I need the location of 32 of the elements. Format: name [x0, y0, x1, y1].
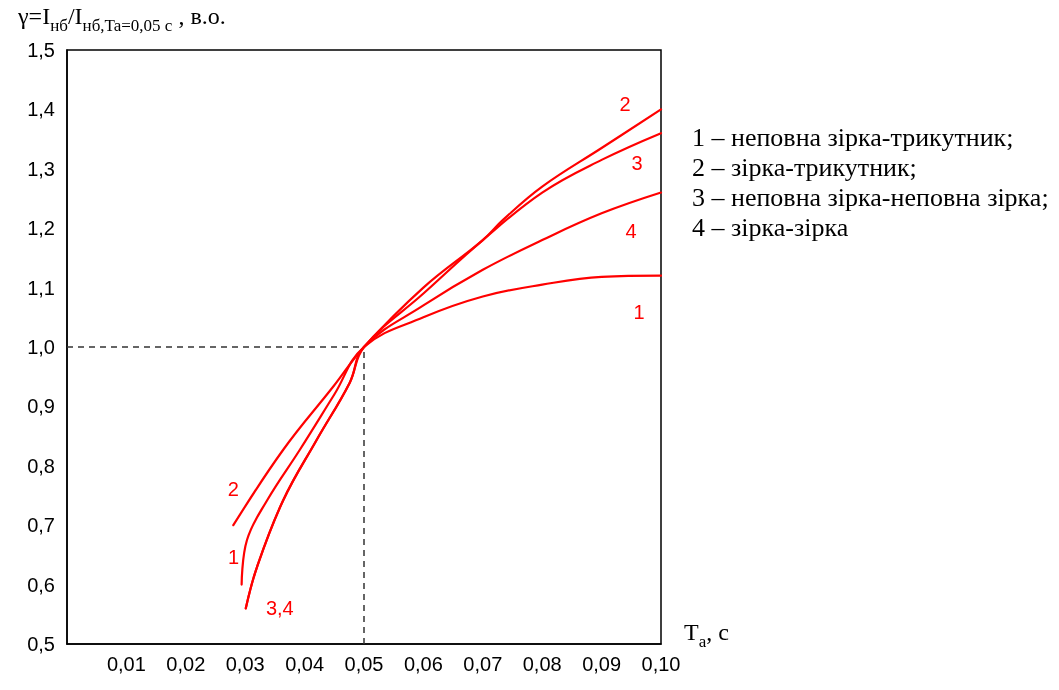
text: 1 – неповна зірка-трикутник;: [692, 122, 1014, 152]
annotation: 2: [227, 478, 239, 501]
y-tick-label: 1,0: [27, 336, 55, 358]
x-tick-label: 0,01: [106, 653, 146, 675]
y-tick-label: 0,7: [27, 514, 55, 537]
y-tick-label: 0,8: [27, 454, 55, 477]
y-tick-label: 0,6: [27, 573, 55, 596]
y-tick-label: 0,9: [27, 395, 55, 418]
x-tick-label: 0,02: [166, 653, 206, 675]
x-tick-label: 0,09: [582, 653, 622, 675]
x-tick-label: 0,03: [225, 653, 265, 675]
x-tick-label: 0,06: [403, 653, 443, 675]
x-tick-label: 0,04: [285, 653, 325, 675]
y-tick-label: 1,3: [27, 157, 55, 180]
x-tick-label: 0,05: [344, 653, 384, 675]
y-tick-label: 0,5: [27, 633, 55, 655]
text: 2 – зірка-трикутник;: [692, 152, 917, 182]
y-tick-label: 1,2: [27, 217, 55, 240]
annotation: 1: [228, 545, 240, 568]
y-tick-label: 1,5: [27, 39, 55, 61]
text: 3 – неповна зірка-неповна зірка;: [692, 182, 1049, 212]
x-tick-label: 0,07: [463, 653, 503, 675]
annotation: 3: [631, 152, 643, 175]
x-tick-label: 0,08: [522, 653, 562, 675]
annotation: 1: [633, 300, 645, 323]
text: 4 – зірка-зірка: [692, 212, 849, 242]
x-tick-label: 0,10: [641, 653, 681, 675]
y-tick-label: 1,1: [27, 276, 55, 299]
annotation: 4: [625, 219, 637, 242]
annotation: 3,4: [265, 597, 294, 620]
annotation: 2: [619, 93, 631, 116]
y-tick-label: 1,4: [27, 98, 55, 121]
